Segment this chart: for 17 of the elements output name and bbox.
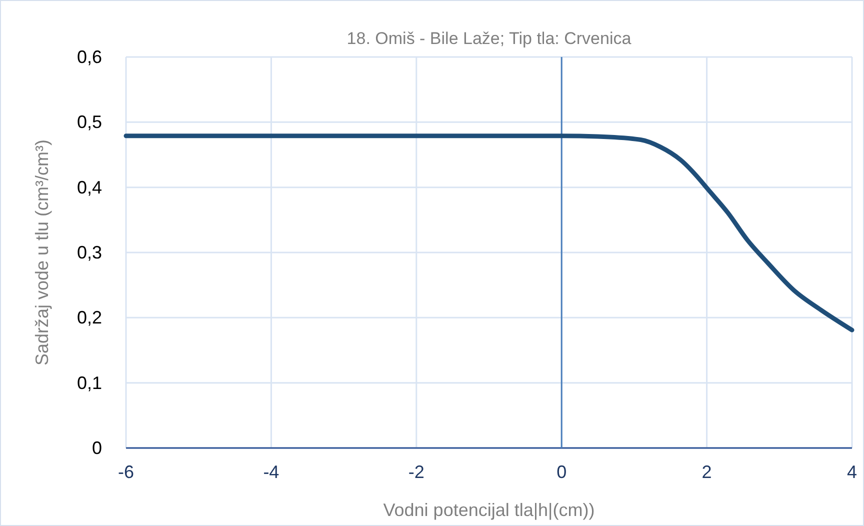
x-tick-label: 0 — [556, 462, 567, 482]
y-tick-label: 0,3 — [76, 242, 102, 262]
y-tick-label: 0,1 — [76, 372, 102, 393]
y-tick-label: 0,5 — [76, 112, 102, 132]
x-tick-label: 2 — [702, 462, 712, 482]
x-tick-label: -4 — [263, 462, 280, 482]
x-tick-label: -6 — [118, 462, 134, 482]
line-series — [124, 134, 854, 332]
chart-title: 18. Omiš - Bile Laže; Tip tla: Crvenica — [346, 29, 632, 48]
x-axis-title: Vodni potencijal tla|h|(cm)) — [383, 500, 595, 520]
x-tick-label: 4 — [846, 462, 858, 482]
y-tick-label: 0,2 — [76, 308, 102, 328]
y-axis-title: Sadržaj vode u tlu (cm³/cm³) — [32, 139, 52, 366]
y-tick-label: 0 — [92, 438, 102, 458]
y-tick-label: 0,4 — [76, 177, 102, 198]
y-tick-label: 0,6 — [76, 47, 102, 67]
x-tick-label: -2 — [408, 462, 424, 482]
